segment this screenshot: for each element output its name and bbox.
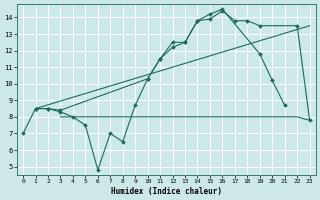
X-axis label: Humidex (Indice chaleur): Humidex (Indice chaleur) — [111, 187, 222, 196]
